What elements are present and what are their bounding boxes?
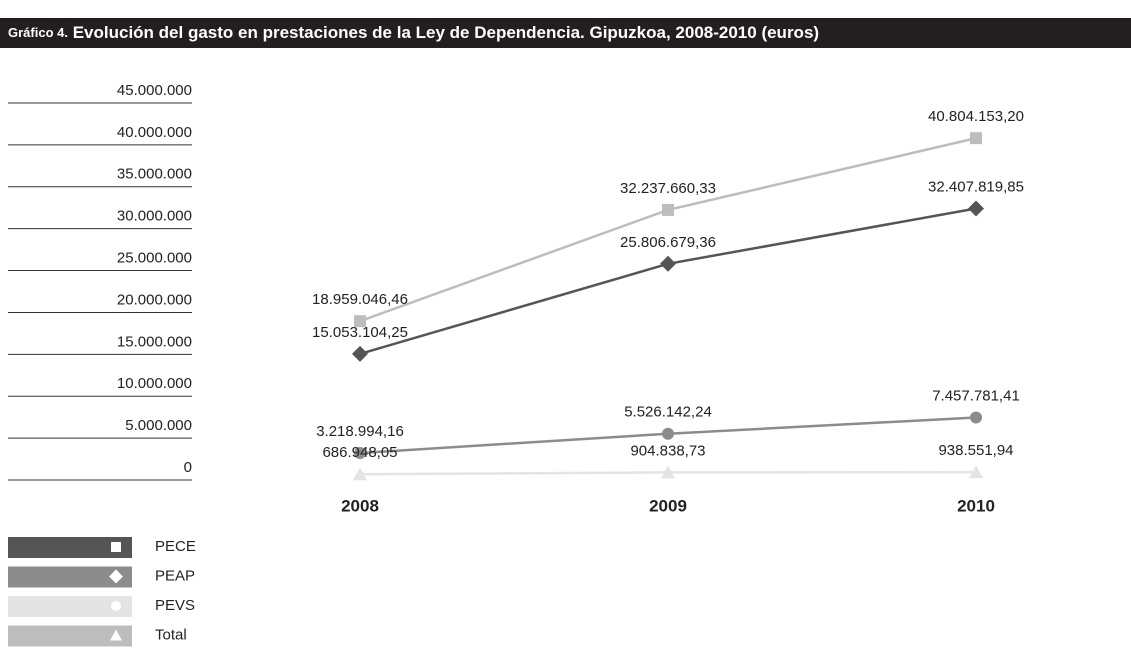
legend-swatch <box>8 537 132 558</box>
marker <box>970 411 982 424</box>
legend-label: Total <box>155 626 187 643</box>
data-label: 686.948,05 <box>322 444 397 461</box>
x-tick-label: 2010 <box>957 496 995 515</box>
marker <box>353 467 367 481</box>
y-tick-label: 10.000.000 <box>117 375 192 392</box>
marker <box>111 542 121 552</box>
line <box>359 136 977 323</box>
marker <box>661 465 675 479</box>
marker <box>354 447 366 460</box>
legend-swatch <box>8 566 132 588</box>
y-tick-label: 35.000.000 <box>117 166 192 183</box>
data-label: 904.838,73 <box>630 442 705 459</box>
legend-label: PEAP <box>155 567 195 584</box>
marker <box>970 132 982 145</box>
y-tick-label: 40.000.000 <box>117 124 192 141</box>
chart-title: Gráfico 4. Evolución del gasto en presta… <box>8 23 819 42</box>
marker <box>662 427 674 440</box>
data-label: 938.551,94 <box>938 442 1013 459</box>
data-label: 3.218.994,16 <box>316 423 404 440</box>
y-tick-label: 25.000.000 <box>117 250 192 267</box>
marker <box>969 465 983 479</box>
marker <box>109 569 123 584</box>
legend-swatch <box>8 625 132 647</box>
title-text: Evolución del gasto en prestaciones de l… <box>73 23 819 42</box>
x-tick-label: 2009 <box>649 496 687 515</box>
data-label: 32.237.660,33 <box>620 180 716 197</box>
marker <box>660 255 676 272</box>
y-tick-label: 5.000.000 <box>125 417 192 434</box>
data-label: 5.526.142,24 <box>624 404 712 421</box>
x-tick-label: 2008 <box>341 496 379 515</box>
data-label: 18.959.046,46 <box>312 291 408 308</box>
y-tick-label: 45.000.000 <box>117 82 192 99</box>
y-tick-label: 15.000.000 <box>117 333 192 350</box>
legend-swatch <box>8 596 132 617</box>
marker <box>662 203 674 216</box>
title-bar <box>0 18 1131 48</box>
y-tick-label: 20.000.000 <box>117 291 192 308</box>
marker <box>352 345 368 362</box>
y-tick-label: 0 <box>184 459 192 476</box>
marker <box>354 315 366 328</box>
y-tick-label: 30.000.000 <box>117 208 192 225</box>
line <box>359 207 977 356</box>
data-label: 25.806.679,36 <box>620 234 716 251</box>
legend-label: PECE <box>155 538 196 555</box>
data-label: 40.804.153,20 <box>928 108 1024 125</box>
marker <box>111 601 121 611</box>
legend-label: PEVS <box>155 597 195 614</box>
marker <box>110 629 122 641</box>
data-label: 15.053.104,25 <box>312 324 408 341</box>
figure-label: Gráfico 4. <box>8 25 68 40</box>
data-label: 32.407.819,85 <box>928 178 1024 195</box>
data-label: 7.457.781,41 <box>932 387 1020 404</box>
marker <box>968 200 984 217</box>
